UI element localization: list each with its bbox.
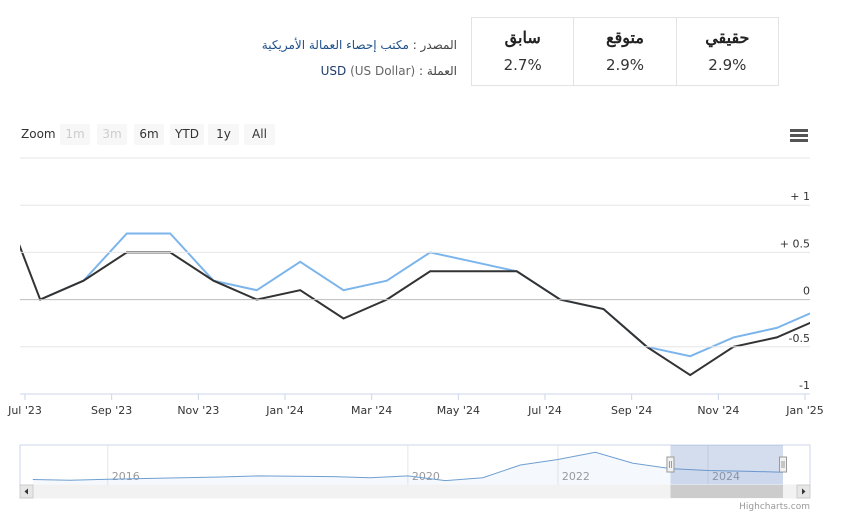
x-tick-label: Jan '24	[265, 404, 303, 417]
info-header: حقيقي	[705, 28, 750, 47]
zoom-label: Zoom	[21, 127, 56, 141]
info-header: متوقع	[606, 28, 644, 47]
x-tick-label: Jul '24	[527, 404, 562, 417]
range-button-label[interactable]: All	[252, 127, 267, 141]
range-button-label[interactable]: 1m	[65, 127, 84, 141]
x-tick-label: Sep '23	[91, 404, 132, 417]
x-tick-label: Mar '24	[351, 404, 392, 417]
x-tick-label: Jul '23	[7, 404, 42, 417]
arrow	[24, 488, 28, 495]
navigator-tick-label: 2024	[712, 470, 740, 483]
y-tick-label: -1	[799, 379, 810, 392]
info-column: سابق 2.7%	[472, 18, 573, 85]
y-tick-label: + 0.5	[780, 237, 810, 250]
source-link[interactable]: مكتب إحصاء العمالة الأمريكية	[261, 38, 409, 52]
x-tick-label: Nov '24	[697, 404, 739, 417]
range-button-label[interactable]: 1y	[216, 127, 231, 141]
y-tick-label: 0	[803, 285, 810, 298]
navigator-handle[interactable]	[666, 456, 675, 473]
navigator-tick-label: 2016	[112, 470, 140, 483]
range-button[interactable]	[60, 124, 90, 145]
currency-code: USD	[320, 64, 347, 78]
info-value: 2.9%	[708, 56, 747, 74]
range-button[interactable]	[244, 124, 275, 145]
navigator-line	[32, 451, 784, 482]
y-tick-label: -0.5	[789, 332, 810, 345]
navigator-tick-label: 2022	[562, 470, 590, 483]
x-tick-label: Jan '25	[785, 404, 823, 417]
source-label: المصدر :	[412, 38, 457, 52]
currency-name: (US Dollar)	[350, 64, 416, 78]
meta: المصدر : مكتب إحصاء العمالة الأمريكية ال…	[262, 32, 457, 84]
navigator-handle[interactable]	[778, 456, 787, 473]
info-column: حقيقي 2.9%	[675, 18, 778, 85]
navigator-selection	[670, 445, 783, 485]
navigator-area	[32, 452, 784, 485]
currency-line: العملة : USD (US Dollar)	[262, 58, 457, 84]
range-button-label[interactable]: 3m	[102, 127, 121, 141]
credit[interactable]: Highcharts.com	[739, 502, 810, 512]
info-value: 2.9%	[605, 56, 645, 74]
x-tick-label: May '24	[437, 404, 480, 417]
range-button-label[interactable]: 6m	[139, 127, 158, 141]
info-value: 2.7%	[503, 56, 542, 74]
navigator-tick-label: 2020	[412, 470, 440, 483]
range-button[interactable]	[97, 124, 127, 145]
range-button[interactable]	[170, 124, 204, 145]
source-line: المصدر : مكتب إحصاء العمالة الأمريكية	[262, 32, 457, 58]
info-header: سابق	[504, 28, 541, 47]
scrollbar-thumb[interactable]	[670, 485, 783, 498]
x-tick-label: Sep '24	[611, 404, 652, 417]
arrow	[802, 488, 806, 495]
range-button[interactable]	[134, 124, 164, 145]
info-column: متوقع 2.9%	[573, 18, 675, 85]
range-button[interactable]	[208, 124, 239, 145]
y-tick-label: + 1	[790, 190, 810, 203]
menu-icon[interactable]	[790, 129, 808, 142]
currency-label: العملة :	[419, 64, 457, 78]
x-tick-label: Nov '23	[177, 404, 219, 417]
info-box: حقيقي 2.9% متوقع 2.9% سابق 2.7%	[471, 17, 779, 86]
range-button-label[interactable]: YTD	[174, 127, 199, 141]
